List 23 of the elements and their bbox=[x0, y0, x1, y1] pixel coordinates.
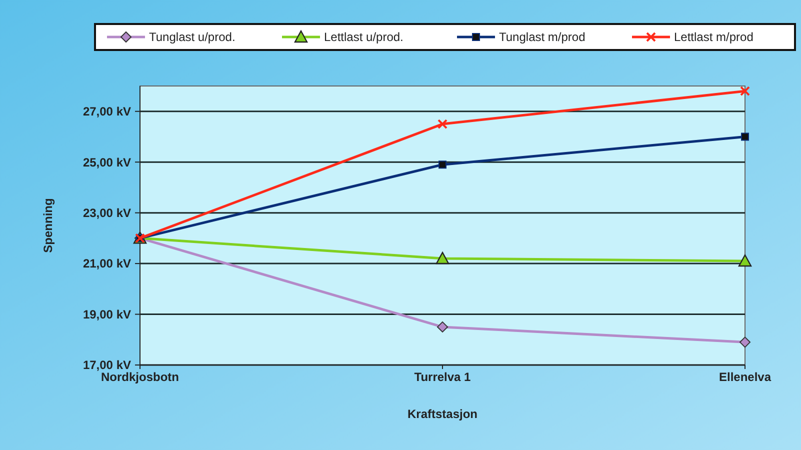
legend-label: Tunglast m/prod bbox=[499, 30, 586, 44]
y-tick-label: 25,00 kV bbox=[82, 155, 131, 170]
x-axis-title: Kraftstasjon bbox=[407, 407, 478, 421]
point bbox=[740, 86, 750, 96]
point bbox=[741, 132, 749, 141]
legend-label: Tunglast u/prod. bbox=[149, 30, 236, 44]
x-tick-label: Ellenelva bbox=[718, 370, 772, 384]
y-tick-label: 17,00 kV bbox=[82, 358, 131, 372]
legend-label: Lettlast m/prod bbox=[674, 30, 754, 44]
point bbox=[437, 321, 448, 332]
y-tick-label: 23,00 kV bbox=[82, 206, 131, 220]
point bbox=[740, 336, 750, 348]
legend-label: Lettlast u/prod. bbox=[324, 30, 404, 44]
y-axis-title: Spenning bbox=[41, 198, 55, 253]
point bbox=[436, 252, 450, 264]
point bbox=[738, 254, 752, 267]
point bbox=[438, 119, 448, 130]
point bbox=[438, 160, 446, 169]
x-tick-label: Nordkjosbotn bbox=[101, 370, 179, 384]
y-tick-label: 19,00 kV bbox=[82, 307, 131, 322]
y-tick-label: 27,00 kV bbox=[82, 104, 131, 119]
x-tick-label: Turrelva 1 bbox=[414, 370, 472, 384]
y-tick-label: 21,00 kV bbox=[82, 256, 131, 271]
